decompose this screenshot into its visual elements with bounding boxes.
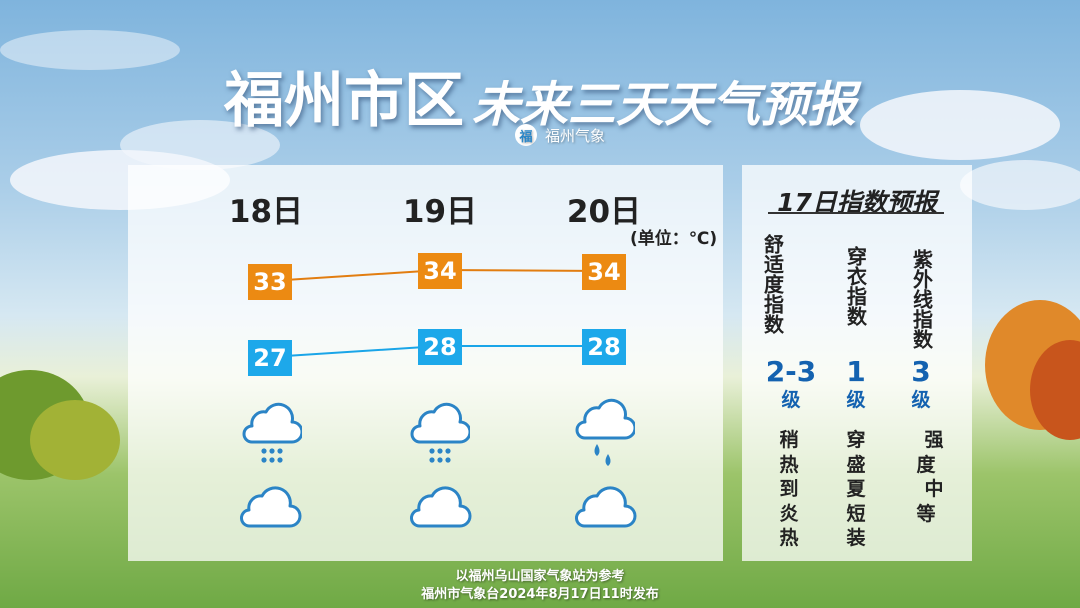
light-rain-cloud-icon — [575, 398, 635, 466]
tree-decoration — [30, 400, 120, 480]
brand-logo-icon: 福 — [515, 124, 537, 146]
footer-publish: 福州市气象台2024年8月17日11时发布 — [421, 587, 659, 602]
high-temp-badge: 34 — [418, 253, 462, 289]
page-title: 福州市区 未来三天天气预报 — [0, 52, 1080, 139]
index-level-unit: 级 — [911, 389, 931, 411]
cloud-decoration — [0, 30, 180, 70]
index-name: 舒适度指数 — [760, 234, 785, 334]
index-level-unit: 级 — [781, 389, 801, 411]
heavy-rain-cloud-icon — [410, 402, 470, 463]
low-temp-badge: 27 — [248, 340, 292, 376]
day-label: 19日 — [402, 194, 478, 230]
high-temp-badge: 34 — [582, 254, 626, 290]
cloud-decoration — [120, 120, 280, 170]
low-temp-badge: 28 — [582, 329, 626, 365]
day-label: 20日 — [566, 194, 642, 230]
index-description: 强度 中等 — [904, 428, 964, 526]
index-level-value: 1 — [846, 355, 866, 388]
footer-source: 以福州乌山国家气象站为参考 — [455, 569, 625, 584]
title-city: 福州市区 — [223, 66, 464, 136]
index-description: 稍热到炎热 — [779, 429, 799, 549]
cloud-decoration — [960, 160, 1080, 210]
index-description-part: 中等 — [916, 478, 960, 525]
low-temp-badge: 28 — [418, 329, 462, 365]
heavy-rain-cloud-icon — [242, 402, 302, 463]
index-name: 穿衣指数 — [843, 246, 868, 326]
index-level-value: 2-3 — [765, 355, 817, 388]
index-description-part: 强度 — [916, 429, 960, 476]
title-subtitle: 未来三天天气预报 — [471, 77, 856, 133]
index-level: 1 级 — [826, 356, 886, 412]
index-title-underline — [768, 212, 944, 214]
index-level: 2-3 级 — [761, 356, 821, 412]
cloud-decoration — [860, 90, 1060, 160]
index-level: 3 级 — [891, 356, 951, 412]
unit-label: (单位：℃) — [630, 229, 718, 249]
index-level-value: 3 — [911, 355, 931, 388]
cloudy-icon — [410, 486, 472, 528]
day-label: 18日 — [228, 194, 304, 230]
cloudy-icon — [575, 486, 637, 528]
cloudy-icon — [240, 486, 302, 528]
index-level-unit: 级 — [846, 389, 866, 411]
index-panel — [742, 165, 972, 561]
index-name: 紫外线指数 — [909, 249, 934, 349]
brand: 福 福州气象 — [515, 123, 605, 147]
index-description: 穿盛夏短装 — [846, 429, 866, 549]
brand-name: 福州气象 — [545, 126, 606, 145]
high-temp-badge: 33 — [248, 264, 292, 300]
